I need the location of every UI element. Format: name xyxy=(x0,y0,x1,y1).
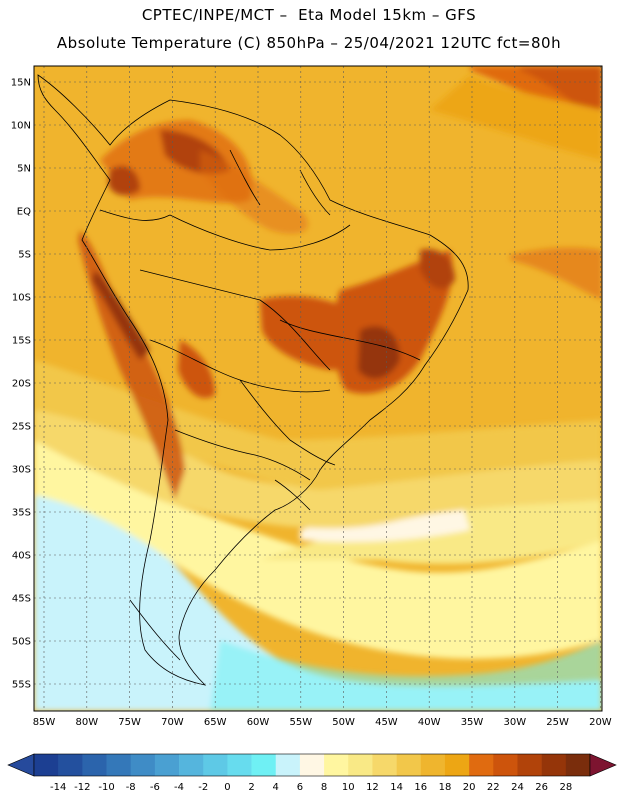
colorbar: -14 -12 -10 -8 -6 -4 -2 0 2 4 6 8 10 12 14 16 18 20 22 24 26… xyxy=(7,753,617,793)
colorbar-tick-label: 20 xyxy=(463,782,476,793)
colorbar-swatch xyxy=(203,754,228,776)
lat-label: 45S xyxy=(12,594,31,605)
lat-label: 30S xyxy=(12,465,31,476)
colorbar-swatch xyxy=(493,754,518,776)
longitude-labels: 85W 80W 75W 70W 65W 60W 55W 50W 45W 40W 35W 30W 25W 2… xyxy=(33,717,612,728)
colorbar-swatch xyxy=(372,754,397,776)
colorbar-swatch xyxy=(58,754,83,776)
colorbar-swatch xyxy=(34,754,59,776)
colorbar-swatch xyxy=(517,754,542,776)
lat-label: 40S xyxy=(12,551,31,562)
colorbar-tick-label: 14 xyxy=(390,782,403,793)
colorbar-tick-label: -12 xyxy=(74,782,90,793)
lat-label: 55S xyxy=(12,680,31,691)
colorbar-swatch xyxy=(130,754,156,776)
lon-label: 65W xyxy=(204,717,227,728)
lon-label: 75W xyxy=(118,717,141,728)
lon-label: 20W xyxy=(589,717,612,728)
temperature-field xyxy=(34,66,602,711)
colorbar-tick-label: 24 xyxy=(511,782,524,793)
lon-label: 80W xyxy=(75,717,98,728)
lat-label: 10N xyxy=(11,121,31,132)
colorbar-tick-label: 0 xyxy=(224,782,230,793)
colorbar-swatch xyxy=(541,754,567,776)
colorbar-swatch xyxy=(227,754,252,776)
latitude-labels: 15N 10N 5N EQ 5S 10S 15S 20S 25S 30S 35S 40S 45S 50S 5… xyxy=(11,78,31,691)
colorbar-tick-label: 6 xyxy=(297,782,303,793)
lon-label: 70W xyxy=(161,717,184,728)
colorbar-swatch xyxy=(469,754,494,776)
colorbar-tick-label: 16 xyxy=(414,782,427,793)
colorbar-under-arrow xyxy=(7,753,35,777)
colorbar-tick-label: -14 xyxy=(50,782,66,793)
colorbar-swatch xyxy=(179,754,204,776)
colorbar-tick-label: 12 xyxy=(366,782,379,793)
chart-title: CPTEC/INPE/MCT – Eta Model 15km – GFS xyxy=(141,6,477,24)
colorbar-swatch xyxy=(348,754,373,776)
colorbar-swatch xyxy=(82,754,107,776)
lon-label: 55W xyxy=(289,717,312,728)
colorbar-swatch xyxy=(565,754,591,776)
lon-label: 60W xyxy=(247,717,270,728)
colorbar-swatch xyxy=(299,754,325,776)
colorbar-tick-label: 28 xyxy=(559,782,572,793)
lon-label: 30W xyxy=(503,717,526,728)
colorbar-swatch xyxy=(324,754,349,776)
lat-label: 25S xyxy=(12,422,31,433)
lon-label: 35W xyxy=(461,717,484,728)
lat-label: 15N xyxy=(11,78,31,89)
lat-label: 15S xyxy=(12,336,31,347)
colorbar-tick-label: 4 xyxy=(273,782,279,793)
colorbar-tick-label: -4 xyxy=(174,782,184,793)
lat-label: 10S xyxy=(12,293,31,304)
lon-label: 85W xyxy=(33,717,56,728)
lon-label: 45W xyxy=(375,717,398,728)
lat-label: 5S xyxy=(18,250,31,261)
colorbar-swatch xyxy=(275,754,301,776)
lat-label: 35S xyxy=(12,508,31,519)
lon-label: 50W xyxy=(332,717,355,728)
colorbar-tick-label: -6 xyxy=(150,782,160,793)
colorbar-swatch xyxy=(154,754,180,776)
lat-label: 50S xyxy=(12,637,31,648)
lon-label: 40W xyxy=(418,717,441,728)
colorbar-tick-label: 26 xyxy=(535,782,548,793)
chart-subtitle: Absolute Temperature (C) 850hPa – 25/04/… xyxy=(56,34,562,52)
colorbar-tick-label: 2 xyxy=(248,782,254,793)
colorbar-tick-label: -10 xyxy=(98,782,114,793)
colorbar-tick-label: 18 xyxy=(439,782,452,793)
lat-label: 20S xyxy=(12,379,31,390)
colorbar-swatch xyxy=(420,754,446,776)
colorbar-swatch xyxy=(251,754,277,776)
colorbar-tick-label: 10 xyxy=(342,782,355,793)
colorbar-swatch xyxy=(444,754,470,776)
lat-label: EQ xyxy=(17,207,31,218)
colorbar-swatch xyxy=(106,754,131,776)
colorbar-tick-label: -8 xyxy=(126,782,136,793)
lat-label: 5N xyxy=(17,164,31,175)
colorbar-over-arrow xyxy=(589,753,617,777)
colorbar-tick-label: -2 xyxy=(198,782,208,793)
colorbar-tick-label: 22 xyxy=(487,782,500,793)
colorbar-tick-label: 8 xyxy=(321,782,327,793)
colorbar-swatch xyxy=(396,754,422,776)
map-frame xyxy=(33,65,603,712)
lon-label: 25W xyxy=(546,717,569,728)
